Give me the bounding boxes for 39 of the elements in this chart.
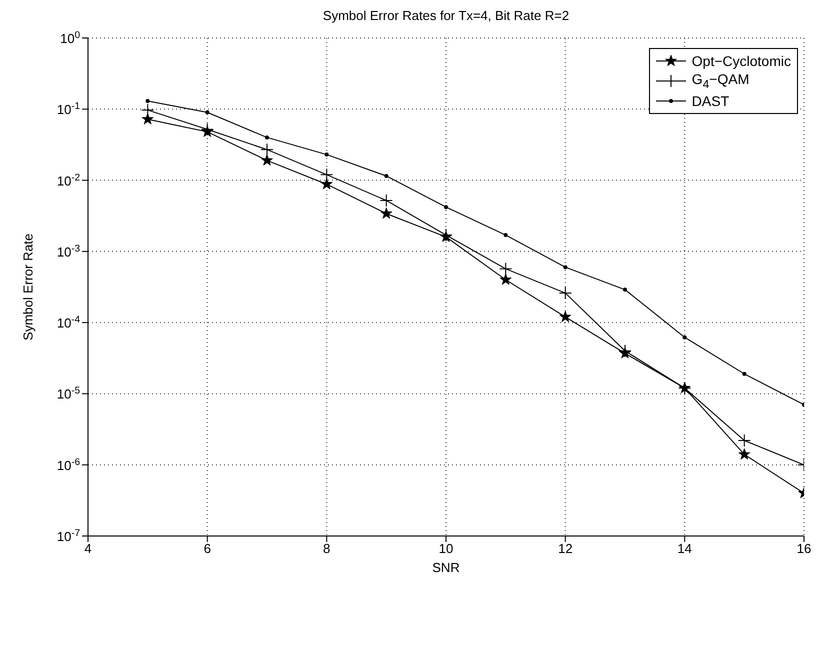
point [146,99,150,104]
point [444,205,448,210]
legend-label: DAST [692,93,730,109]
y-axis-title: Symbol Error Rate [20,234,36,340]
point [261,154,273,166]
point [142,113,154,124]
x-tick-label: 12 [558,541,573,556]
point [265,135,269,140]
y-tick-label: 10$^{-5}$ [56,385,81,402]
point [504,233,508,238]
point [205,110,210,114]
point [623,288,627,292]
y-tick-label: 10$^{-4}$ [56,314,81,331]
y-tick-label: 10$^{0}$ [60,30,81,46]
y-tick-label: 10$^{-1}$ [56,100,80,118]
legend-label: G$_{4}$−QAM [692,71,750,91]
y-tick-label: 10$^{-7}$ [56,528,80,544]
point [320,178,333,190]
point [742,372,746,376]
point [500,273,512,285]
x-tick-label: 6 [204,541,211,556]
y-tick-label: 10$^{-3}$ [56,242,80,260]
point [380,207,392,219]
point [738,448,750,460]
x-tick-label: 4 [84,541,92,556]
point [384,174,388,178]
point [324,152,329,157]
point [682,335,687,340]
x-tick-label: 10 [438,541,454,556]
chart-title: Symbol Error Rates for Tx=4, Bit Rate R=2 [322,8,570,23]
x-tick-label: 8 [323,541,330,556]
x-axis-title: SNR [432,560,460,575]
y-tick-label: 10$^{-2}$ [56,172,80,188]
point [559,310,572,322]
point [563,265,568,270]
x-tick-label: 16 [796,541,812,556]
y-tick-label: 10$^{-6}$ [56,456,80,473]
legend-label: Opt−Cyclotomic [692,53,791,69]
x-tick-label: 14 [677,541,692,556]
